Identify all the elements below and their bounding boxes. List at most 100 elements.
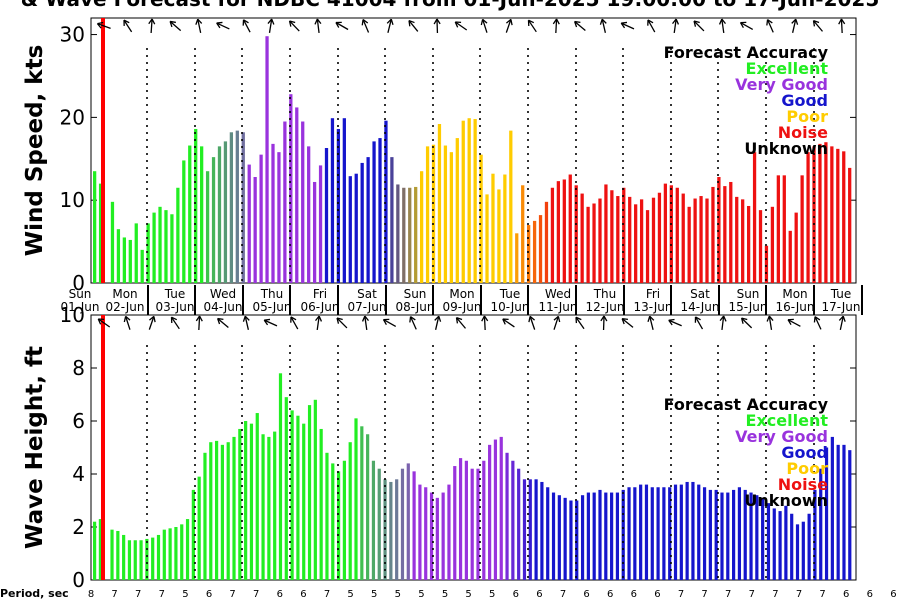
bar — [714, 489, 718, 580]
bar — [331, 463, 335, 580]
y-tick-label: 0 — [72, 271, 85, 295]
period-value: 5 — [347, 589, 353, 600]
bar — [267, 436, 271, 580]
bar — [575, 500, 579, 580]
direction-arrow-icon — [335, 21, 349, 31]
bar — [691, 481, 695, 580]
legend-item: Very Good — [735, 427, 828, 446]
direction-arrow-icon — [382, 318, 397, 327]
bar — [194, 128, 198, 283]
direction-arrow-icon — [169, 20, 182, 32]
day-of-week-label: Wed — [545, 287, 571, 301]
bar — [128, 239, 132, 283]
bar — [824, 447, 829, 580]
bar — [366, 434, 370, 580]
legend-item: Noise — [778, 123, 828, 142]
bar — [818, 143, 822, 283]
direction-arrow-icon — [740, 317, 753, 329]
day-of-week-label: Fri — [313, 287, 327, 301]
period-axis-label: Period, sec — [0, 587, 69, 600]
bar — [663, 183, 668, 283]
bar — [503, 174, 507, 283]
date-label: 09-Jun — [442, 300, 481, 314]
day-of-week-label: Mon — [112, 287, 137, 301]
direction-arrow-icon — [267, 18, 275, 34]
direction-arrow-icon — [838, 315, 846, 330]
bar — [568, 174, 572, 283]
period-value: 7 — [749, 589, 755, 600]
bar — [562, 179, 566, 283]
bar — [551, 492, 556, 580]
legend-item: Excellent — [746, 59, 829, 78]
bar — [400, 468, 405, 580]
date-label: 08-Jun — [395, 300, 434, 314]
bar — [592, 203, 596, 283]
bar — [485, 194, 489, 283]
bar — [604, 492, 608, 580]
bar — [668, 487, 672, 580]
bar — [435, 497, 439, 580]
bar — [325, 452, 329, 580]
bar — [261, 434, 265, 580]
bar — [209, 442, 213, 580]
period-value: 7 — [796, 589, 802, 600]
bar — [278, 373, 283, 580]
bar — [313, 399, 317, 580]
bar — [493, 439, 498, 580]
bar — [685, 481, 689, 580]
bar — [307, 146, 311, 283]
bar — [819, 468, 823, 580]
bar — [283, 121, 287, 283]
period-value: 7 — [159, 589, 165, 600]
bar — [743, 489, 747, 580]
bar — [176, 187, 180, 283]
bar — [180, 524, 184, 580]
direction-arrow-icon — [455, 317, 466, 329]
period-value: 7 — [701, 589, 707, 600]
period-value: 7 — [135, 589, 141, 600]
legend-item: Excellent — [746, 411, 829, 430]
date-label: 16-Jun — [775, 300, 814, 314]
bar — [488, 444, 492, 580]
period-value: 6 — [300, 589, 306, 600]
legend-item: Unknown — [744, 491, 828, 510]
legend-item: Unknown — [744, 139, 828, 158]
bar — [515, 233, 519, 283]
direction-arrow-icon — [361, 19, 370, 33]
period-value: 6 — [206, 589, 212, 600]
direction-arrow-icon — [408, 19, 419, 32]
y-tick-label: 20 — [60, 105, 85, 129]
period-value: 6 — [536, 589, 542, 600]
bar — [476, 468, 480, 580]
bar — [384, 120, 388, 283]
date-label: 07-Jun — [347, 300, 386, 314]
bar — [673, 484, 678, 580]
bar — [354, 418, 358, 580]
direction-arrow-icon — [766, 315, 774, 331]
direction-arrow-icon — [336, 317, 348, 329]
direction-arrow-icon — [787, 318, 801, 327]
bar — [217, 146, 222, 283]
bar — [544, 201, 549, 283]
direction-arrow-icon — [386, 18, 394, 33]
period-row: 877756776675555555667666677777776667 — [88, 589, 897, 600]
y-tick-label: 0 — [72, 568, 85, 592]
bar — [134, 223, 138, 283]
direction-arrow-icon — [216, 21, 230, 30]
direction-arrow-icon — [288, 20, 300, 32]
direction-arrow-icon — [195, 18, 203, 33]
period-value: 7 — [229, 589, 235, 600]
bar — [431, 144, 436, 283]
bar — [770, 206, 775, 283]
bar — [764, 245, 769, 283]
direction-arrow-icon — [553, 315, 561, 330]
day-of-week-label: Tue — [830, 287, 852, 301]
bar — [622, 187, 626, 283]
direction-arrow-icon — [481, 315, 489, 331]
bar — [140, 249, 144, 283]
direction-arrow-icon — [620, 21, 635, 30]
legend-title: Forecast Accuracy — [664, 395, 829, 414]
bar — [383, 479, 387, 580]
bar — [656, 487, 660, 580]
bar — [371, 460, 376, 580]
